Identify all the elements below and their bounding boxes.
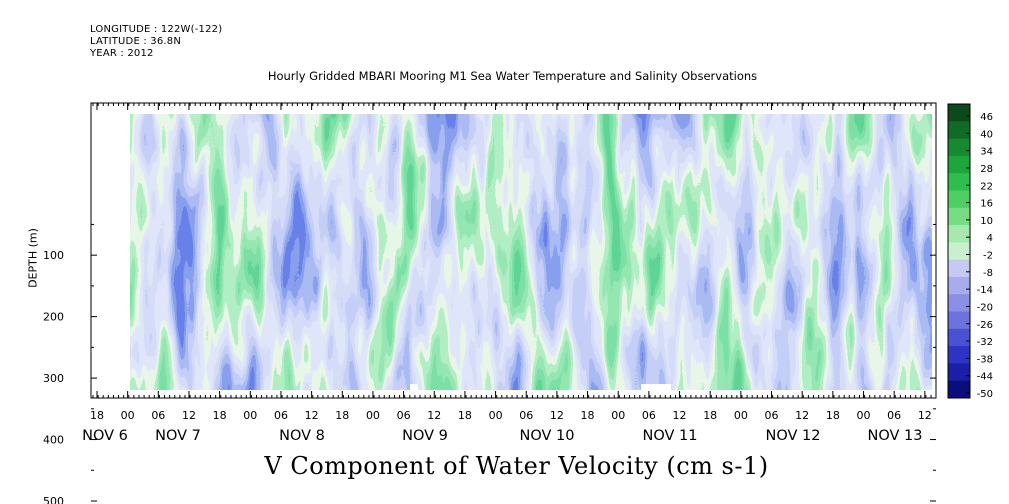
year-label: YEAR : 2012 [90,48,154,59]
x-hour-tick-label: 18 [458,409,472,422]
colorbar-swatch [948,121,970,140]
x-day-label: NOV 11 [643,428,698,444]
x-hour-tick-label: 06 [274,409,288,422]
x-day-label: NOV 8 [279,428,325,444]
colorbar-swatch [948,328,970,347]
colorbar-tick-label: 40 [980,129,993,140]
colorbar-tick-label: 46 [980,112,993,123]
colorbar-swatch [948,294,970,313]
y-tick-label: 200 [43,311,64,324]
x-axis-label: V Component of Water Velocity (cm s-1) [264,452,769,480]
x-hour-tick-label: 12 [305,409,319,422]
x-hour-tick-label: 12 [182,409,196,422]
colorbar-swatch [948,311,970,330]
colorbar-swatch [948,138,970,157]
colorbar-tick-label: 16 [980,199,993,210]
x-hour-tick-label: 18 [213,409,227,422]
colorbar-border [947,103,971,399]
x-hour-tick-label: 06 [397,409,411,422]
x-hour-tick-label: 06 [887,409,901,422]
y-tick-label: 400 [43,434,64,447]
x-hour-tick-label: 12 [427,409,441,422]
x-hour-tick-label: 06 [642,409,656,422]
colorbar-swatch [948,242,970,261]
longitude-label: LONGITUDE : 122W(-122) [90,24,223,35]
colorbar-tick-label: 28 [980,164,993,175]
y-tick-label: 500 [43,495,64,504]
x-hour-tick-label: 18 [335,409,349,422]
x-hour-tick-label: 00 [121,409,135,422]
colorbar-tick-label: -50 [977,389,993,400]
colorbar-swatch [948,380,970,399]
colorbar-tick-label: -20 [977,302,993,313]
x-hour-tick-label: 06 [151,409,165,422]
y-tick-label: 100 [43,249,64,262]
x-day-label: NOV 7 [155,428,201,444]
x-day-label: NOV 10 [520,428,575,444]
colorbar-tick-label: 10 [980,216,993,227]
x-hour-tick-label: 12 [550,409,564,422]
colorbar-swatch [948,173,970,191]
colorbar-swatch [948,346,970,364]
x-hour-tick-label: 18 [90,409,104,422]
x-hour-tick-label: 00 [734,409,748,422]
x-hour-tick-label: 00 [366,409,380,422]
colorbar-swatch [948,363,970,382]
x-hour-tick-label: 00 [243,409,257,422]
colorbar-swatch [948,207,970,226]
missing-data-gap [410,384,418,390]
x-hour-tick-label: 12 [918,409,932,422]
colorbar-swatch [948,104,970,122]
colorbar-tick-label: -26 [977,320,993,331]
latitude-label: LATITUDE : 36.8N [90,36,182,47]
velocity-field [130,114,932,390]
colorbar-swatch [948,259,970,278]
y-tick-label: 300 [43,372,64,385]
colorbar-tick-label: -2 [983,251,993,262]
colorbar-tick-label: -32 [977,337,993,348]
x-hour-tick-label: 00 [611,409,625,422]
x-day-label: NOV 9 [402,428,448,444]
colorbar-tick-label: -14 [977,285,993,296]
missing-data-gap [641,384,671,390]
chart-title: Hourly Gridded MBARI Mooring M1 Sea Wate… [267,69,758,83]
colorbar-tick-label: 4 [987,233,993,244]
colorbar-swatch [948,276,970,295]
x-hour-tick-label: 12 [795,409,809,422]
x-hour-tick-label: 18 [581,409,595,422]
x-day-label: NOV 13 [868,428,923,444]
plot-border [90,102,937,399]
x-hour-tick-label: 00 [857,409,871,422]
colorbar-swatch [948,225,970,243]
x-hour-tick-label: 18 [826,409,840,422]
colorbar-tick-label: -44 [977,372,993,383]
x-hour-tick-label: 06 [765,409,779,422]
colorbar-tick-label: 22 [980,181,993,192]
colorbar-tick-label: -8 [983,268,993,279]
colorbar-swatch [948,190,970,209]
x-hour-tick-label: 12 [673,409,687,422]
x-day-label: NOV 12 [766,428,821,444]
x-hour-tick-label: 06 [519,409,533,422]
x-day-label: NOV 6 [82,428,128,444]
x-hour-tick-label: 18 [703,409,717,422]
colorbar-swatch [948,155,970,174]
colorbar-tick-label: -38 [977,354,993,365]
x-hour-tick-label: 00 [489,409,503,422]
colorbar-tick-label: 34 [980,147,993,158]
